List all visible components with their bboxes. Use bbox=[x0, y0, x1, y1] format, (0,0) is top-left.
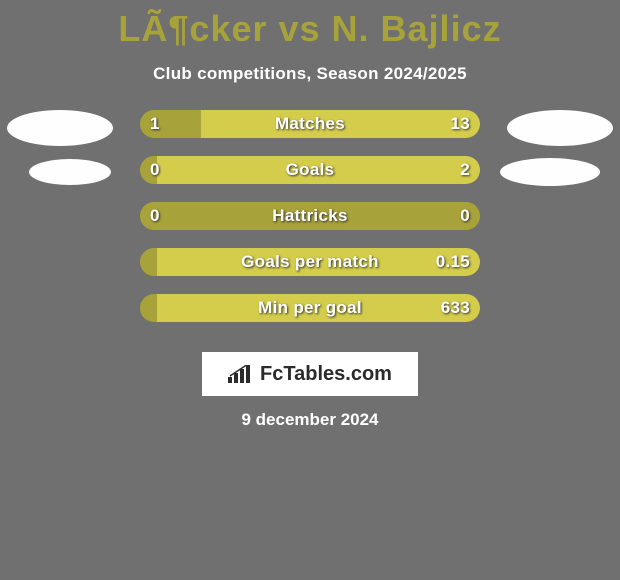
stat-bar: 633Min per goal bbox=[140, 294, 480, 322]
stat-row: 02Goals bbox=[0, 156, 620, 202]
stat-label: Goals bbox=[140, 156, 480, 184]
footer-date: 9 december 2024 bbox=[0, 410, 620, 430]
stat-label: Matches bbox=[140, 110, 480, 138]
bar-chart-icon bbox=[228, 365, 254, 383]
stat-bar: 0.15Goals per match bbox=[140, 248, 480, 276]
stat-label: Hattricks bbox=[140, 202, 480, 230]
stat-bar: 02Goals bbox=[140, 156, 480, 184]
subtitle: Club competitions, Season 2024/2025 bbox=[0, 64, 620, 84]
stat-bar: 113Matches bbox=[140, 110, 480, 138]
player-right-avatar bbox=[500, 158, 600, 186]
stat-label: Goals per match bbox=[140, 248, 480, 276]
page-title: LÃ¶cker vs N. Bajlicz bbox=[0, 0, 620, 50]
player-left-avatar bbox=[29, 159, 111, 185]
logo-text: FcTables.com bbox=[260, 363, 392, 386]
player-left-avatar bbox=[7, 110, 113, 146]
stat-row: 633Min per goal bbox=[0, 294, 620, 340]
player-right-avatar bbox=[507, 110, 613, 146]
stat-row: 0.15Goals per match bbox=[0, 248, 620, 294]
stats-container: 113Matches 02Goals 00Hattricks 0.15Goals pe… bbox=[0, 110, 620, 340]
stat-row: 00Hattricks bbox=[0, 202, 620, 248]
stat-bar: 00Hattricks bbox=[140, 202, 480, 230]
stat-label: Min per goal bbox=[140, 294, 480, 322]
stat-row: 113Matches bbox=[0, 110, 620, 156]
site-logo: FcTables.com bbox=[202, 352, 418, 396]
